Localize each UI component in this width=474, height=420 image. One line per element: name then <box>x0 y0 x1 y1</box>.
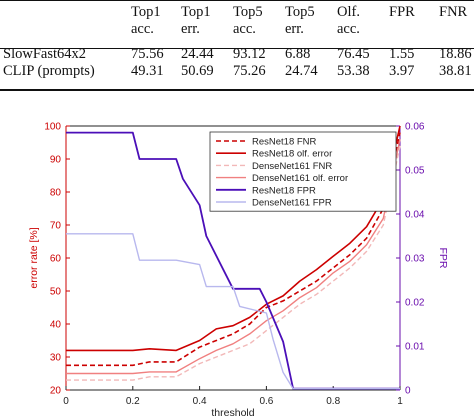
y-right-tick-label: 0.06 <box>405 122 425 133</box>
y-left-tick-label: 70 <box>50 221 62 232</box>
header-cell-top1-acc: Top1 acc. <box>131 4 161 37</box>
header-cell-fnr: FNR <box>439 4 468 20</box>
y-right-tick-label: 0.04 <box>405 210 425 221</box>
header-cell-top5-err: Top5 err. <box>285 4 315 37</box>
x-tick-label: 1 <box>397 396 403 407</box>
header-cell-olf-acc: Olf. acc. <box>337 4 360 37</box>
table-cell: 75.56 <box>131 46 164 62</box>
x-tick-label: 0.8 <box>326 396 340 407</box>
results-table: Top1 acc. Top1 err. Top5 acc. Top5 err. Olf.… <box>3 4 473 80</box>
x-tick-label: 0.6 <box>259 396 273 407</box>
table-cell: CLIP (prompts) <box>3 63 95 79</box>
table-cell: 18.86 <box>439 46 472 62</box>
header-cell-top5-acc: Top5 acc. <box>233 4 263 37</box>
legend-box <box>209 131 397 212</box>
table-cell: 38.81 <box>439 63 472 79</box>
legend-label: DenseNet161 olf. error <box>252 173 348 184</box>
legend-label: DenseNet161 FPR <box>252 198 332 209</box>
bottom-rule <box>0 89 474 91</box>
y-left-tick-label: 40 <box>50 320 62 331</box>
table-row: SlowFast64x2 75.56 24.44 93.12 6.88 76.4… <box>3 42 473 63</box>
header-cell-top1-err: Top1 err. <box>181 4 211 37</box>
table-cell: 49.31 <box>131 63 164 79</box>
table-cell: SlowFast64x2 <box>3 46 86 62</box>
legend-label: ResNet18 FNR <box>252 137 317 148</box>
table-cell: 50.69 <box>181 63 214 79</box>
table-cell: 3.97 <box>389 63 415 79</box>
table-cell: 75.26 <box>233 63 266 79</box>
threshold-error-chart: 0 0.2 0.4 0.6 0.8 1 threshold 20 30 40 50 60 70 80 90 1… <box>28 122 449 420</box>
header-rule <box>0 48 474 49</box>
y-right-tick-label: 0.01 <box>405 342 425 353</box>
x-tick-label: 0.4 <box>193 396 207 407</box>
table-cell: 53.38 <box>337 63 370 79</box>
y-left-axis-label: error rate [%] <box>28 227 40 288</box>
header-cell-0 <box>3 4 131 42</box>
table-cell: 1.55 <box>389 46 415 62</box>
y-left-tick-label: 50 <box>50 287 62 298</box>
y-left-tick-label: 80 <box>50 188 62 199</box>
y-right-tick-label: 0 <box>405 386 411 397</box>
legend-label: ResNet18 olf. error <box>252 149 332 160</box>
top-rule <box>0 0 474 1</box>
x-tick-label: 0 <box>63 396 69 407</box>
results-table-area: Top1 acc. Top1 err. Top5 acc. Top5 err. Olf.… <box>0 0 474 100</box>
series-line-5 <box>66 233 400 390</box>
y-left-tick-label: 20 <box>50 386 62 397</box>
header-cell-fpr: FPR <box>389 4 415 20</box>
legend-label: ResNet18 FPR <box>252 185 316 196</box>
table-cell: 24.74 <box>285 63 318 79</box>
legend-label: DenseNet161 FNR <box>252 161 332 172</box>
y-right-tick-label: 0.02 <box>405 298 425 309</box>
x-axis-label: threshold <box>211 407 254 419</box>
y-left-tick-label: 30 <box>50 353 62 364</box>
y-right-axis-label: FPR <box>437 248 449 269</box>
series-line-2 <box>66 145 401 381</box>
y-right-tick-label: 0.05 <box>405 166 425 177</box>
y-left-tick-label: 90 <box>50 155 62 166</box>
x-tick-label: 0.2 <box>126 396 140 407</box>
y-left-tick-label: 100 <box>44 122 61 133</box>
table-cell: 24.44 <box>181 46 214 62</box>
table-cell: 93.12 <box>233 46 266 62</box>
y-right-tick-label: 0.03 <box>405 254 425 265</box>
y-left-tick-label: 60 <box>50 254 62 265</box>
table-cell: 76.45 <box>337 46 370 62</box>
series-line-0 <box>66 132 401 367</box>
series-line-3 <box>66 139 401 375</box>
table-header-row: Top1 acc. Top1 err. Top5 acc. Top5 err. Olf.… <box>3 4 473 42</box>
table-cell: 6.88 <box>285 46 311 62</box>
table-row: CLIP (prompts) 49.31 50.69 75.26 24.74 5… <box>3 63 473 80</box>
